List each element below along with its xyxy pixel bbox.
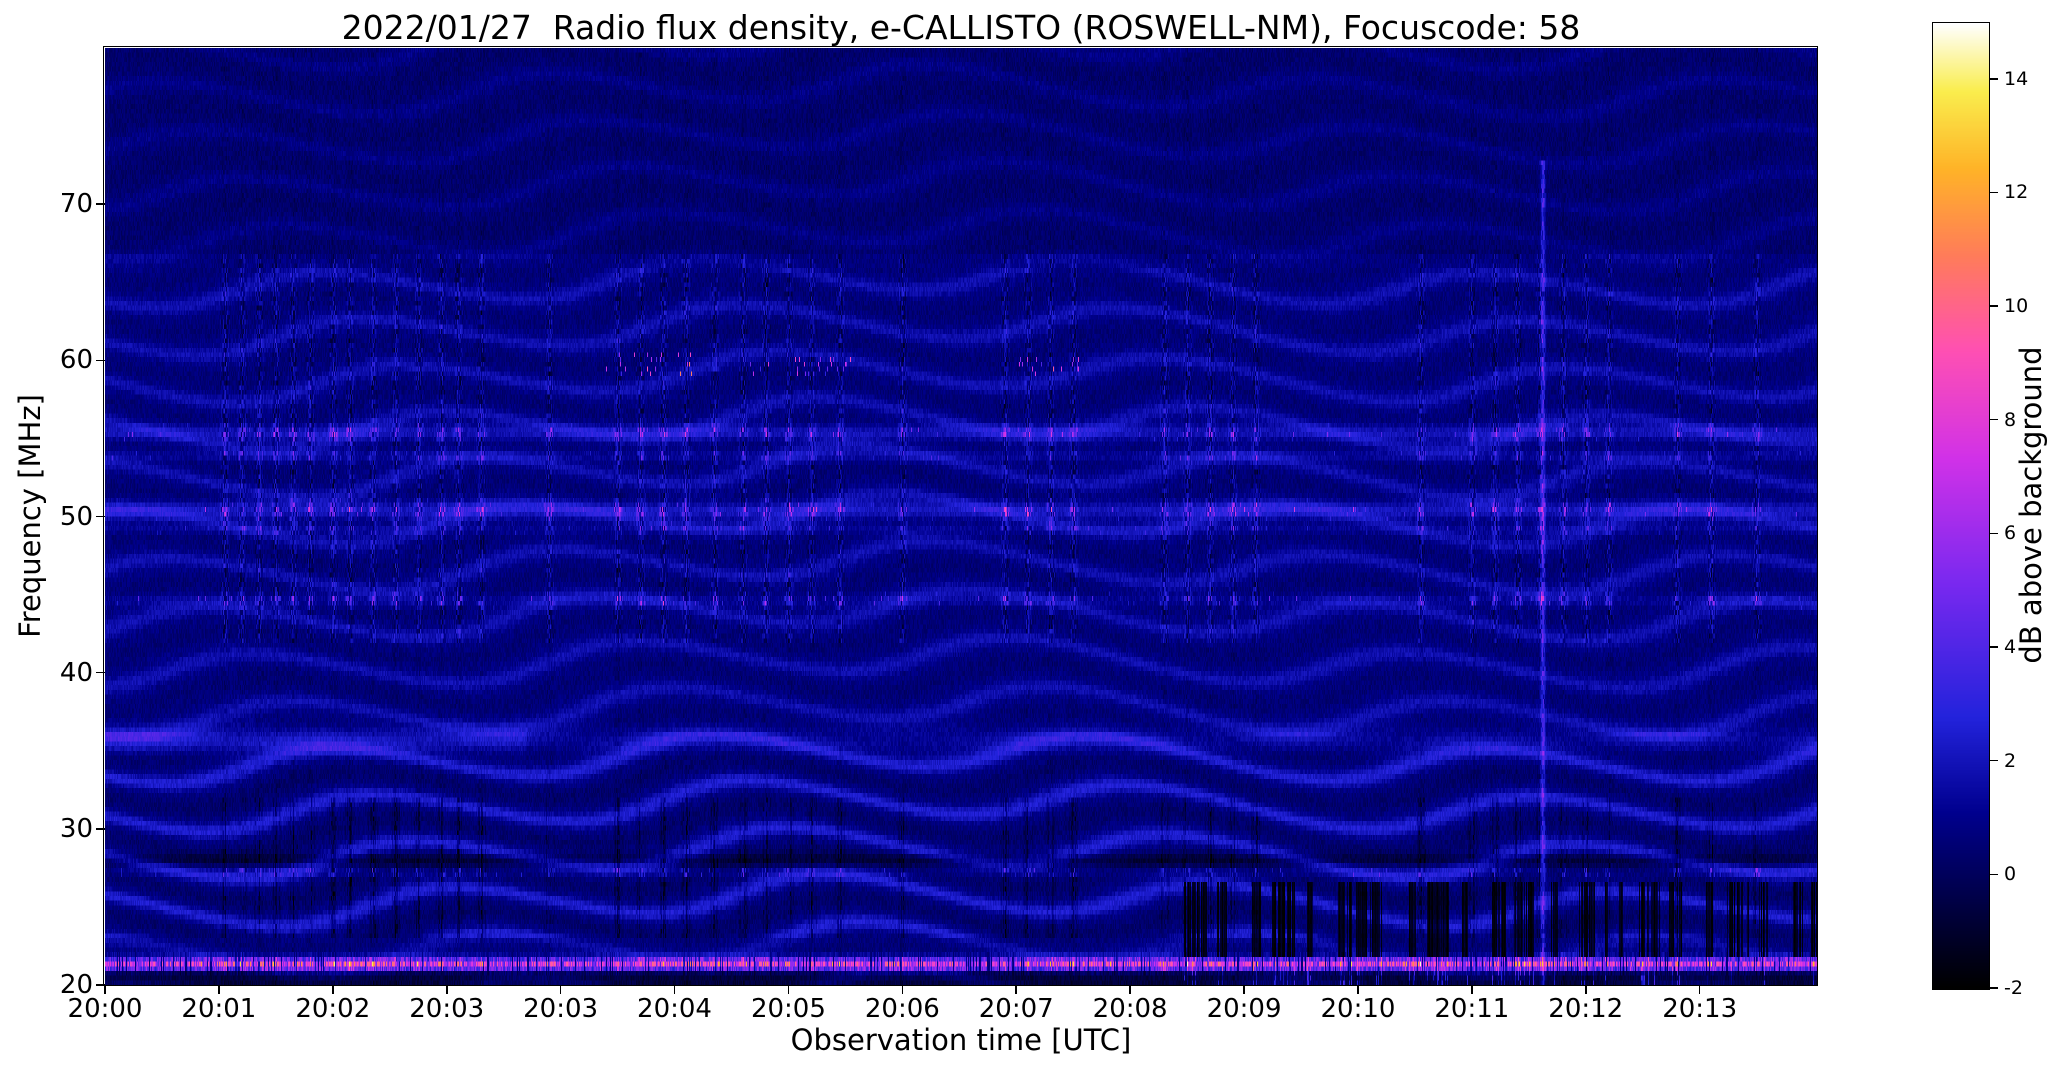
- x-tick-label: 20:04: [637, 994, 712, 1024]
- colorbar-tick-label: 2: [2004, 749, 2017, 772]
- y-tick-label: 50: [59, 501, 93, 532]
- colorbar-tick-label: 10: [2004, 295, 2029, 318]
- colorbar-tick-mark: [1990, 532, 1998, 535]
- y-tick-mark: [96, 984, 105, 986]
- colorbar-tick-mark: [1990, 191, 1998, 194]
- colorbar-tick-mark: [1990, 987, 1998, 989]
- y-tick-mark: [96, 515, 105, 518]
- colorbar-tick-label: 6: [2004, 522, 2017, 545]
- x-tick-mark: [787, 985, 790, 994]
- y-tick-label: 30: [59, 813, 93, 844]
- x-tick-mark: [559, 985, 562, 994]
- colorbar-tick-mark: [1990, 78, 1998, 80]
- colorbar-tick-label: 12: [2004, 181, 2029, 204]
- x-tick-mark: [1015, 985, 1018, 994]
- colorbar-tick-mark: [1990, 646, 1998, 648]
- colorbar-label: dB above background: [2014, 346, 2047, 664]
- colorbar-tick-mark: [1990, 419, 1998, 421]
- colorbar-tick-label: 14: [2004, 67, 2029, 90]
- spectrogram-heatmap: [105, 48, 1817, 985]
- x-tick-label: 20:06: [864, 994, 940, 1024]
- x-tick-label: 20:05: [750, 994, 826, 1024]
- x-tick-mark: [1584, 985, 1587, 994]
- y-tick-label: 70: [59, 189, 93, 220]
- x-tick-mark: [901, 985, 904, 994]
- colorbar-tick-label: 8: [2004, 408, 2017, 431]
- x-tick-label: 20:03: [409, 994, 485, 1024]
- x-tick-mark: [104, 985, 106, 994]
- x-tick-label: 20:00: [67, 994, 143, 1024]
- x-tick-label: 20:13: [1662, 994, 1738, 1024]
- chart-title: 2022/01/27 Radio flux density, e-CALLIST…: [341, 8, 1581, 47]
- x-tick-mark: [1243, 985, 1245, 994]
- x-axis-label: Observation time [UTC]: [790, 1023, 1132, 1057]
- x-tick-mark: [332, 985, 334, 994]
- colorbar: [1932, 22, 1990, 990]
- x-tick-mark: [445, 985, 448, 994]
- x-tick-label: 20:02: [295, 994, 371, 1024]
- y-tick-mark: [96, 671, 105, 674]
- x-tick-mark: [1698, 985, 1701, 994]
- colorbar-tick-label: 4: [2004, 636, 2017, 659]
- y-tick-label: 40: [59, 657, 93, 688]
- x-tick-mark: [1471, 985, 1473, 994]
- x-tick-mark: [1129, 985, 1131, 994]
- x-tick-label: 20:09: [1206, 994, 1282, 1024]
- colorbar-tick-mark: [1990, 305, 1998, 307]
- colorbar-tick-mark: [1990, 873, 1998, 876]
- x-tick-mark: [1357, 985, 1359, 994]
- y-tick-label: 20: [59, 970, 93, 1000]
- y-tick-mark: [96, 359, 105, 362]
- y-tick-mark: [96, 203, 105, 205]
- x-tick-label: 20:11: [1434, 994, 1510, 1024]
- x-tick-label: 20:12: [1548, 994, 1624, 1024]
- colorbar-tick-label: 0: [2004, 863, 2017, 886]
- x-tick-label: 20:03: [523, 994, 599, 1024]
- y-tick-mark: [96, 828, 105, 830]
- colorbar-tick-label: -2: [2004, 977, 2023, 999]
- x-tick-label: 20:10: [1320, 994, 1396, 1024]
- x-tick-label: 20:01: [181, 994, 257, 1024]
- y-axis-label: Frequency [MHz]: [13, 394, 47, 638]
- x-tick-label: 20:07: [978, 994, 1054, 1024]
- x-tick-mark: [673, 985, 676, 994]
- y-tick-label: 60: [59, 345, 93, 376]
- x-tick-label: 20:08: [1092, 994, 1168, 1024]
- colorbar-tick-mark: [1990, 760, 1998, 762]
- x-tick-mark: [218, 985, 220, 994]
